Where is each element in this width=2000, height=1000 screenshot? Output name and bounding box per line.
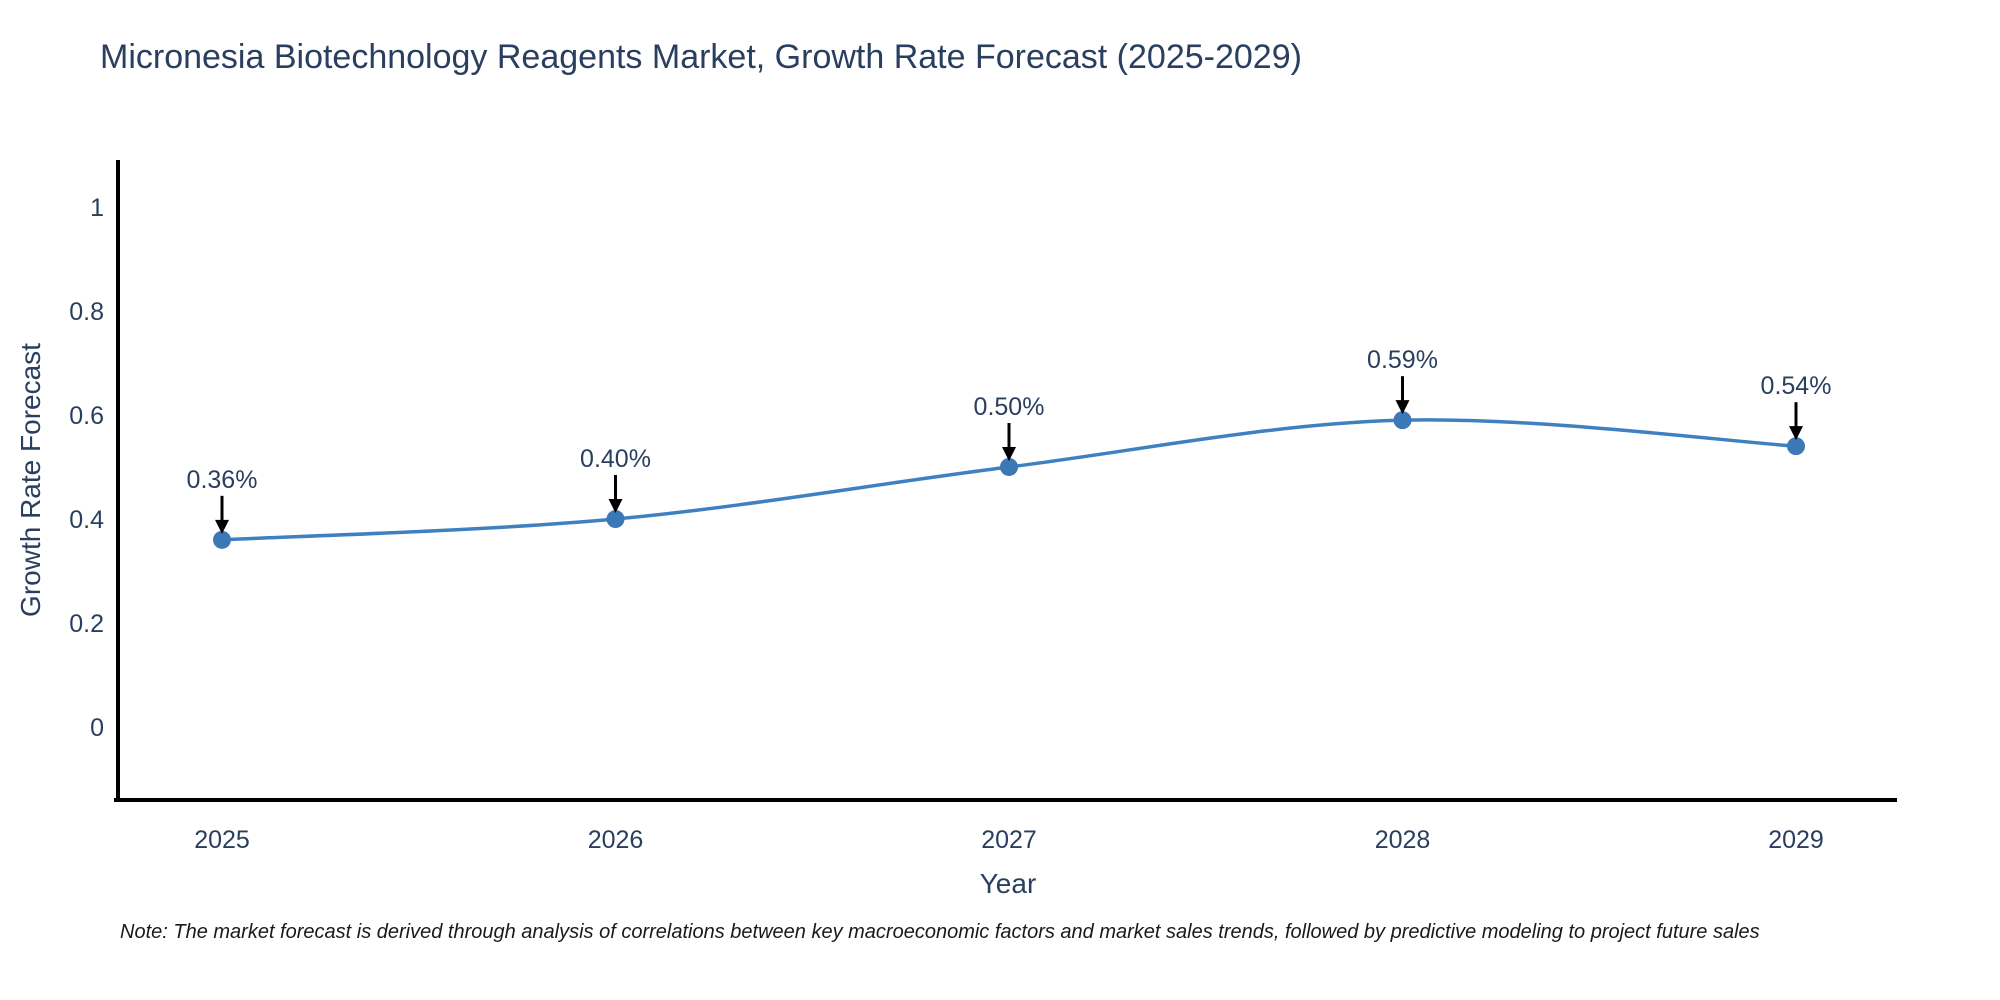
footnote: Note: The market forecast is derived thr… xyxy=(120,921,1760,943)
annotation-2029: 0.54% xyxy=(1761,372,1832,441)
annotation-arrowhead-icon xyxy=(1002,446,1016,461)
annotation-2028: 0.59% xyxy=(1367,346,1438,415)
x-axis-title: Year xyxy=(980,868,1037,899)
annotation-arrowhead-icon xyxy=(1395,400,1410,415)
data-point-2028[interactable] xyxy=(1393,411,1412,430)
annotation-2027: 0.50% xyxy=(974,393,1045,461)
data-point-2027[interactable] xyxy=(1000,457,1018,476)
annotation-value-label: 0.54% xyxy=(1761,372,1832,400)
data-point-2026[interactable] xyxy=(606,510,625,529)
annotation-arrowhead-icon xyxy=(608,499,623,514)
x-tick-label: 2026 xyxy=(588,826,644,854)
data-point-2025[interactable] xyxy=(213,530,231,549)
y-tick-label: 0 xyxy=(90,714,104,742)
y-tick-label: 0.4 xyxy=(69,506,104,534)
annotation-value-label: 0.40% xyxy=(580,445,651,473)
y-tick-label: 1 xyxy=(90,194,104,222)
axes xyxy=(114,160,1897,802)
point-annotations: 0.36% 0.40% 0.50% 0.59% 0.54% xyxy=(187,346,1832,534)
annotation-value-label: 0.50% xyxy=(974,393,1045,421)
forecast-line-series xyxy=(213,411,1805,549)
annotation-2025: 0.36% xyxy=(187,466,258,534)
y-axis-ticks: 0 0.2 0.4 0.6 0.8 1 xyxy=(69,194,104,742)
annotation-2026: 0.40% xyxy=(580,445,651,514)
annotation-arrowhead-icon xyxy=(1789,426,1803,441)
y-axis-title: Growth Rate Forecast xyxy=(15,343,46,617)
annotation-arrowhead-icon xyxy=(215,519,229,534)
x-axis-ticks: 2025 2026 2027 2028 2029 xyxy=(194,826,1824,854)
x-tick-label: 2029 xyxy=(1768,826,1824,854)
annotation-value-label: 0.36% xyxy=(187,466,258,494)
x-tick-label: 2025 xyxy=(194,826,250,854)
x-tick-label: 2027 xyxy=(981,826,1037,854)
chart-title: Micronesia Biotechnology Reagents Market… xyxy=(100,38,1302,76)
annotation-value-label: 0.59% xyxy=(1367,346,1438,374)
y-tick-label: 0.8 xyxy=(69,298,104,326)
y-tick-label: 0.6 xyxy=(69,402,104,430)
y-tick-label: 0.2 xyxy=(69,610,104,638)
x-tick-label: 2028 xyxy=(1375,826,1431,854)
data-point-2029[interactable] xyxy=(1787,437,1805,456)
